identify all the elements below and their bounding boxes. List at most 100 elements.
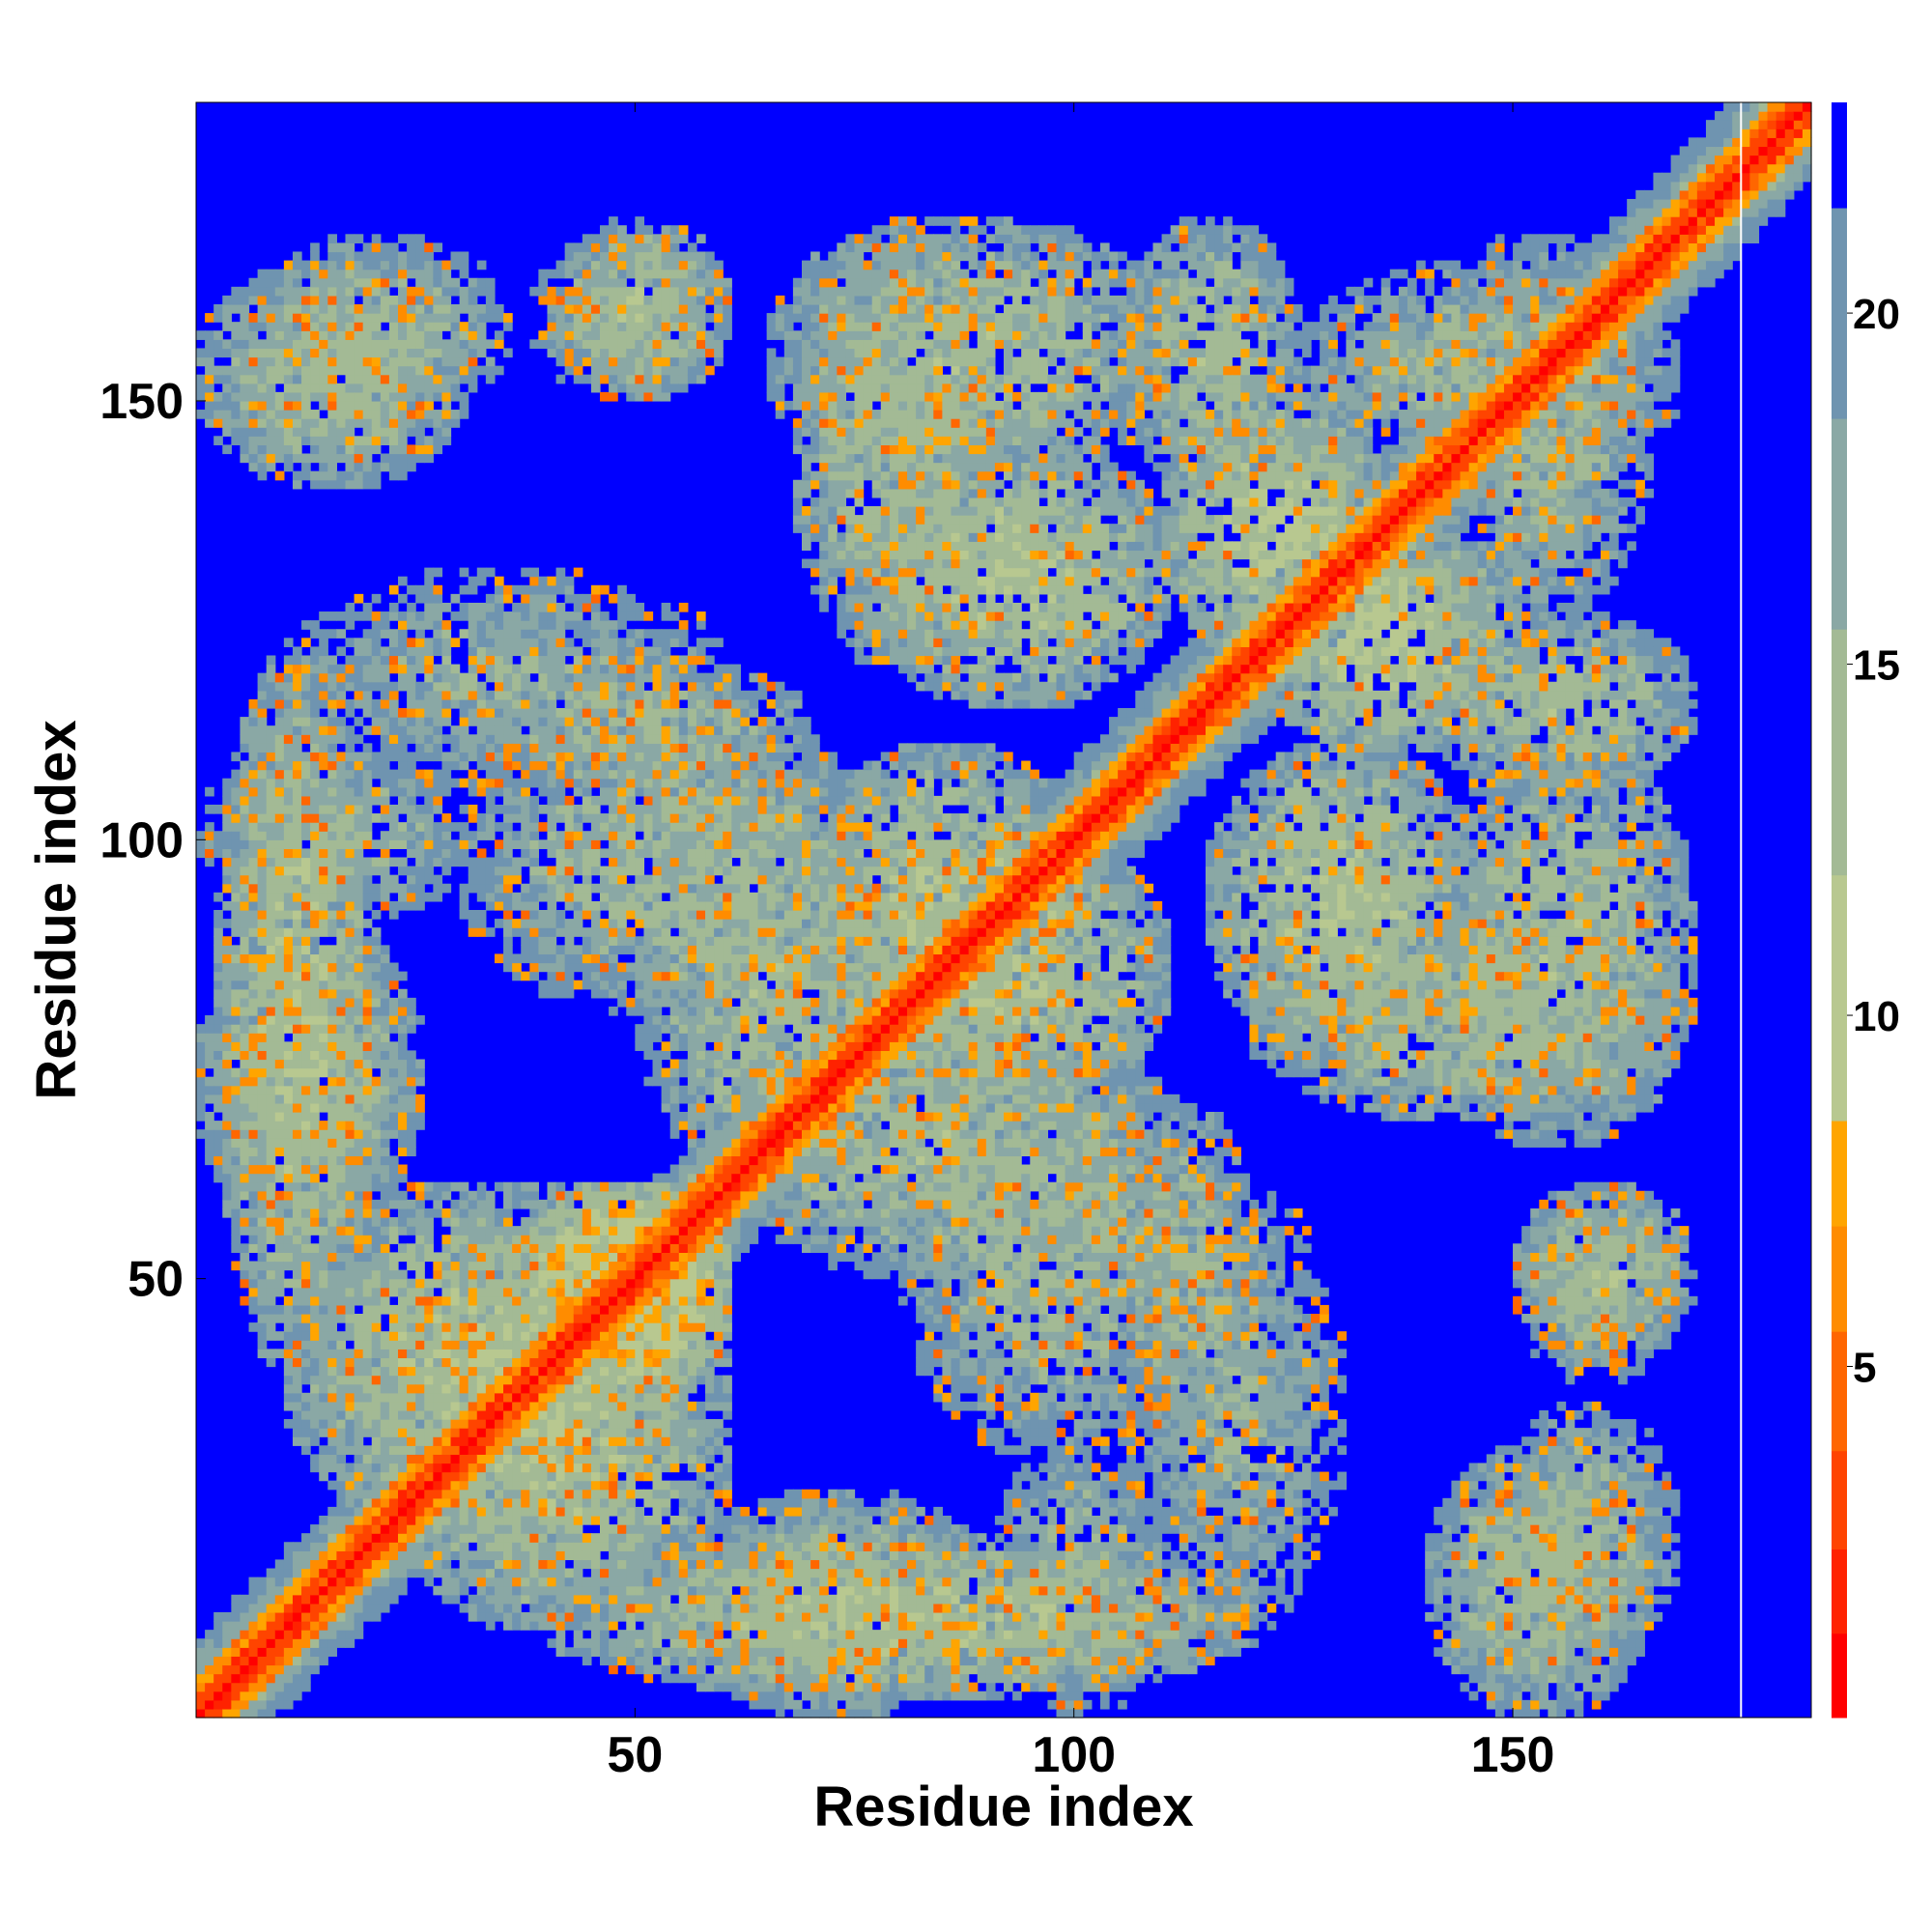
heatmap-cell — [275, 910, 285, 920]
heatmap-cell — [293, 1147, 302, 1156]
heatmap-cell — [310, 1384, 320, 1394]
heatmap-cell — [529, 725, 539, 735]
heatmap-cell — [258, 1586, 268, 1596]
heatmap-cell — [495, 1243, 504, 1253]
heatmap-cell — [310, 278, 320, 288]
heatmap-cell — [512, 839, 522, 849]
heatmap-cell — [389, 1454, 399, 1463]
heatmap-cell — [363, 384, 373, 393]
heatmap-cell — [451, 682, 461, 692]
heatmap-cell — [327, 839, 337, 849]
heatmap-cell — [345, 831, 355, 840]
heatmap-cell — [267, 313, 276, 323]
heatmap-cell — [249, 717, 259, 726]
heatmap-cell — [301, 1638, 311, 1648]
heatmap-cell — [574, 761, 583, 771]
heatmap-cell — [441, 867, 451, 876]
heatmap-cell — [521, 805, 530, 814]
heatmap-cell — [451, 1507, 461, 1517]
heatmap-cell — [381, 296, 390, 305]
heatmap-cell — [381, 1094, 390, 1104]
heatmap-cell — [486, 1243, 496, 1253]
heatmap-cell — [345, 1191, 355, 1201]
heatmap-cell — [451, 1498, 461, 1508]
heatmap-cell — [574, 620, 583, 630]
heatmap-cell — [460, 1182, 469, 1192]
heatmap-cell — [258, 453, 268, 463]
heatmap-cell — [451, 1384, 461, 1394]
heatmap-cell — [477, 330, 487, 340]
heatmap-cell — [319, 313, 328, 323]
heatmap-cell — [582, 1604, 592, 1613]
heatmap-cell — [372, 1252, 382, 1262]
heatmap-cell — [460, 1200, 469, 1209]
heatmap-cell — [503, 796, 513, 806]
heatmap-cell — [521, 945, 530, 954]
heatmap-cell — [336, 1559, 346, 1569]
heatmap-cell — [477, 717, 487, 726]
heatmap-cell — [433, 1569, 442, 1578]
heatmap-cell — [319, 682, 328, 692]
heatmap-cell — [310, 673, 320, 683]
heatmap-cell — [293, 471, 302, 481]
heatmap-cell — [336, 1270, 346, 1280]
heatmap-cell — [398, 884, 408, 894]
heatmap-cell — [345, 418, 355, 428]
heatmap-cell — [355, 646, 364, 656]
heatmap-cell — [469, 682, 478, 692]
heatmap-cell — [407, 1208, 416, 1218]
heatmap-cell — [363, 436, 373, 445]
heatmap-cell — [231, 752, 241, 761]
heatmap-cell — [363, 1305, 373, 1315]
heatmap-cell — [407, 585, 416, 595]
heatmap-cell — [355, 1604, 364, 1613]
heatmap-cell — [433, 1454, 442, 1463]
heatmap-cell — [521, 594, 530, 604]
heatmap-cell — [275, 734, 285, 744]
heatmap-cell — [284, 813, 294, 823]
heatmap-cell — [249, 1068, 259, 1078]
heatmap-cell — [600, 1524, 610, 1534]
heatmap-cell — [469, 1612, 478, 1622]
heatmap-cell — [372, 1577, 382, 1587]
heatmap-cell — [529, 339, 539, 349]
heatmap-cell — [441, 1559, 451, 1569]
heatmap-cell — [407, 875, 416, 885]
heatmap-cell — [486, 831, 496, 840]
heatmap-cell — [319, 1024, 328, 1034]
heatmap-cell — [301, 867, 311, 876]
heatmap-cell — [301, 717, 311, 726]
heatmap-cell — [424, 242, 434, 252]
heatmap-cell — [355, 691, 364, 700]
heatmap-cell — [556, 629, 566, 639]
heatmap-cell — [372, 436, 382, 445]
heatmap-cell — [231, 805, 241, 814]
heatmap-cell — [469, 629, 478, 639]
heatmap-cell — [240, 927, 249, 937]
heatmap-cell — [565, 313, 575, 323]
heatmap-cell — [345, 242, 355, 252]
heatmap-cell — [398, 1340, 408, 1350]
heatmap-cell — [477, 568, 487, 578]
heatmap-cell — [240, 857, 249, 867]
heatmap-cell — [275, 1077, 285, 1087]
heatmap-cell — [512, 1191, 522, 1201]
heatmap-cell — [327, 1638, 337, 1648]
heatmap-cell — [538, 945, 548, 954]
heatmap-cell — [372, 1296, 382, 1306]
heatmap-cell — [441, 1507, 451, 1517]
heatmap-cell — [486, 1507, 496, 1517]
heatmap-cell — [363, 980, 373, 990]
heatmap-cell — [486, 568, 496, 578]
heatmap-cell — [372, 463, 382, 472]
heatmap-cell — [293, 1367, 302, 1377]
heatmap-cell — [424, 805, 434, 814]
heatmap-cell — [460, 1507, 469, 1517]
heatmap-cell — [301, 699, 311, 709]
heatmap-cell — [301, 1024, 311, 1034]
heatmap-cell — [469, 348, 478, 357]
heatmap-cell — [503, 717, 513, 726]
heatmap-cell — [363, 1604, 373, 1613]
heatmap-cell — [398, 717, 408, 726]
heatmap-cell — [205, 1630, 214, 1639]
